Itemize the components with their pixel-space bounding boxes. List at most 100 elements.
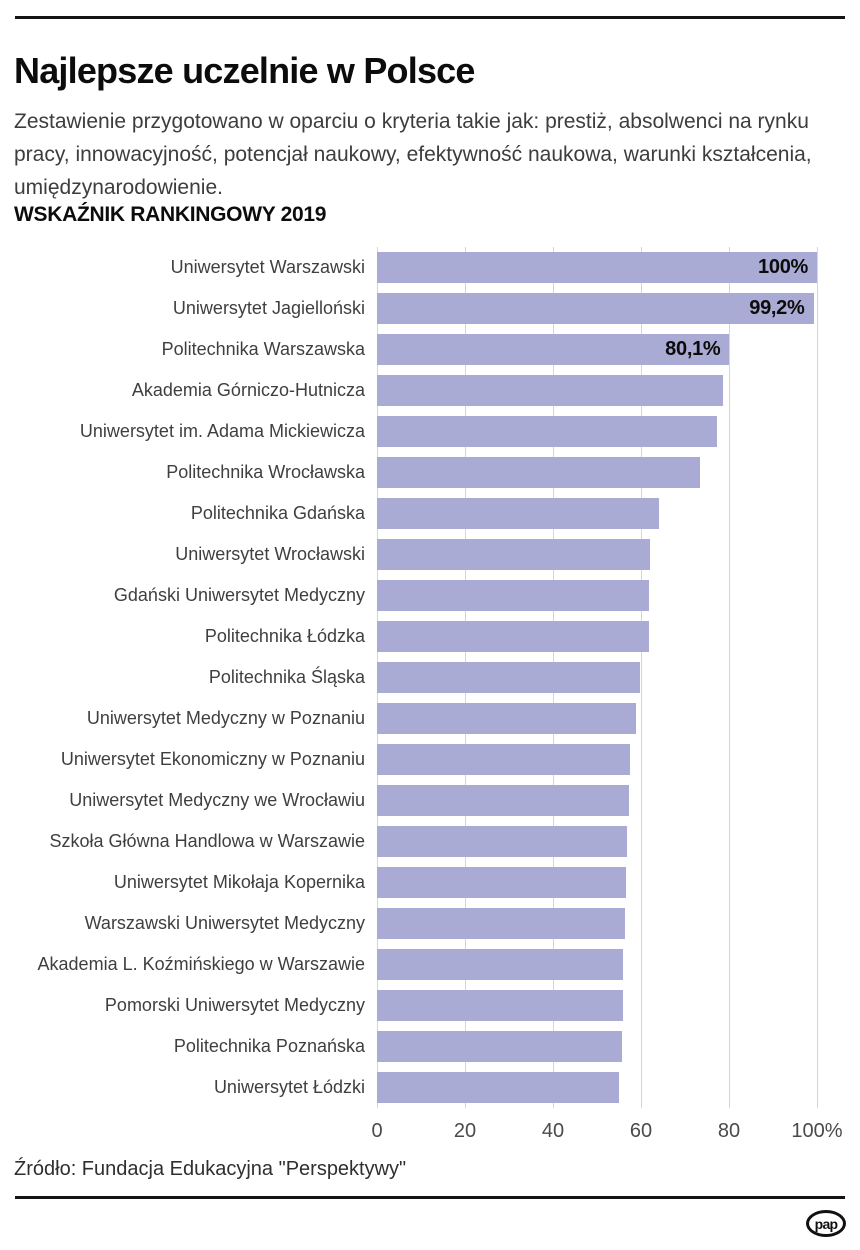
bar-category-label: Politechnika Poznańska <box>173 1036 365 1056</box>
axis-tick-label: 0 <box>371 1120 383 1142</box>
axis-tick-label: 40 <box>541 1120 565 1142</box>
chart-bar <box>377 826 628 857</box>
bar-track <box>377 1031 847 1062</box>
chart-bar <box>377 375 723 406</box>
chart-row: Uniwersytet im. Adama Mickiewicza <box>15 411 847 452</box>
chart-row: Gdański Uniwersytet Medyczny <box>15 575 847 616</box>
chart-row: Uniwersytet Wrocławski <box>15 534 847 575</box>
axis-tick-label: 60 <box>629 1120 653 1142</box>
bar-track <box>377 457 847 488</box>
chart-bar <box>377 990 623 1021</box>
chart-bar <box>377 867 626 898</box>
chart-bar <box>377 498 659 529</box>
bar-category-label: Uniwersytet Medyczny w Poznaniu <box>86 708 365 728</box>
bar-category-label: Uniwersytet Ekonomiczny w Poznaniu <box>60 749 365 769</box>
chart-bar <box>377 1031 622 1062</box>
chart-row: Politechnika Poznańska <box>15 1026 847 1067</box>
bar-track <box>377 744 847 775</box>
bar-category-label: Politechnika Gdańska <box>190 503 365 523</box>
bar-value-label: 99,2% <box>749 297 805 319</box>
x-axis: 0 20 40 60 80 100% <box>371 1120 842 1146</box>
chart-row: Uniwersytet Ekonomiczny w Poznaniu <box>15 739 847 780</box>
chart-rows: Uniwersytet Warszawski 100% Uniwersytet Ja… <box>15 247 847 1108</box>
bar-category-label: Szkoła Główna Handlowa w Warszawie <box>49 831 365 851</box>
bar-category-label: Uniwersytet Wrocławski <box>175 544 365 564</box>
source-note: Źródło: Fundacja Edukacyjna "Perspektywy… <box>14 1158 407 1180</box>
chart-row: Uniwersytet Warszawski 100% <box>15 247 847 288</box>
bar-track <box>377 416 847 447</box>
chart-bar <box>377 457 700 488</box>
bar-category-label: Warszawski Uniwersytet Medyczny <box>84 913 365 933</box>
bar-track <box>377 908 847 939</box>
bar-chart: Uniwersytet Warszawski 100% Uniwersytet Ja… <box>15 247 847 1157</box>
chart-bar <box>377 744 631 775</box>
chart-row: Szkoła Główna Handlowa w Warszawie <box>15 821 847 862</box>
chart-row: Uniwersytet Medyczny w Poznaniu <box>15 698 847 739</box>
axis-tick-label: 20 <box>453 1120 477 1142</box>
bar-value-label: 100% <box>758 256 808 278</box>
page-description: Zestawienie przygotowano w oparciu o kry… <box>14 110 812 199</box>
chart-bar <box>377 1072 620 1103</box>
chart-row: Politechnika Łódzka <box>15 616 847 657</box>
bottom-divider <box>15 1196 845 1199</box>
gridline <box>729 247 730 1108</box>
chart-bar <box>377 785 630 816</box>
chart-bar: 99,2% <box>377 293 814 324</box>
chart-row: Warszawski Uniwersytet Medyczny <box>15 903 847 944</box>
chart-bar <box>377 539 650 570</box>
chart-bar: 80,1% <box>377 334 730 365</box>
chart-bar <box>377 580 650 611</box>
page-title: Najlepsze uczelnie w Polsce <box>14 50 475 92</box>
chart-bar <box>377 621 649 652</box>
chart-bar <box>377 949 624 980</box>
chart-bar: 100% <box>377 252 817 283</box>
chart-row: Politechnika Śląska <box>15 657 847 698</box>
chart-bar <box>377 703 636 734</box>
bar-category-label: Politechnika Śląska <box>208 667 365 687</box>
chart-row: Uniwersytet Łódzki <box>15 1067 847 1108</box>
top-divider <box>15 16 845 19</box>
axis-tick-label: 80 <box>717 1120 741 1142</box>
pap-logo: pap <box>806 1210 846 1237</box>
bar-category-label: Politechnika Warszawska <box>161 339 365 359</box>
bar-track <box>377 621 847 652</box>
bar-category-label: Uniwersytet Jagielloński <box>172 298 365 318</box>
bar-category-label: Politechnika Wrocławska <box>166 462 365 482</box>
bar-track <box>377 580 847 611</box>
bar-track <box>377 498 847 529</box>
gridline <box>817 247 818 1108</box>
bar-category-label: Uniwersytet Mikołaja Kopernika <box>113 872 365 892</box>
chart-bar <box>377 662 641 693</box>
chart-bar <box>377 416 717 447</box>
bar-category-label: Akademia Górniczo-Hutnicza <box>131 380 365 400</box>
chart-row: Politechnika Wrocławska <box>15 452 847 493</box>
bar-track <box>377 785 847 816</box>
chart-bar <box>377 908 626 939</box>
chart-row: Politechnika Gdańska <box>15 493 847 534</box>
bar-category-label: Politechnika Łódzka <box>204 626 365 646</box>
chart-row: Akademia L. Koźmińskiego w Warszawie <box>15 944 847 985</box>
chart-row: Politechnika Warszawska 80,1% <box>15 329 847 370</box>
bar-track <box>377 662 847 693</box>
bar-track <box>377 867 847 898</box>
bar-category-label: Pomorski Uniwersytet Medyczny <box>104 995 365 1015</box>
bar-category-label: Uniwersytet im. Adama Mickiewicza <box>79 421 365 441</box>
gridline <box>641 247 642 1108</box>
bar-track <box>377 949 847 980</box>
bar-track: 99,2% <box>377 293 847 324</box>
bar-value-label: 80,1% <box>665 338 721 360</box>
bar-category-label: Uniwersytet Warszawski <box>170 257 365 277</box>
bar-track: 80,1% <box>377 334 847 365</box>
bar-track <box>377 703 847 734</box>
bar-track <box>377 826 847 857</box>
bar-track: 100% <box>377 252 847 283</box>
chart-row: Uniwersytet Medyczny we Wrocławiu <box>15 780 847 821</box>
bar-category-label: Uniwersytet Łódzki <box>213 1077 365 1097</box>
bar-track <box>377 1072 847 1103</box>
bar-category-label: Gdański Uniwersytet Medyczny <box>113 585 365 605</box>
chart-row: Uniwersytet Mikołaja Kopernika <box>15 862 847 903</box>
chart-row: Akademia Górniczo-Hutnicza <box>15 370 847 411</box>
bar-category-label: Akademia L. Koźmińskiego w Warszawie <box>37 954 365 974</box>
axis-tick-label: 100% <box>791 1120 843 1142</box>
